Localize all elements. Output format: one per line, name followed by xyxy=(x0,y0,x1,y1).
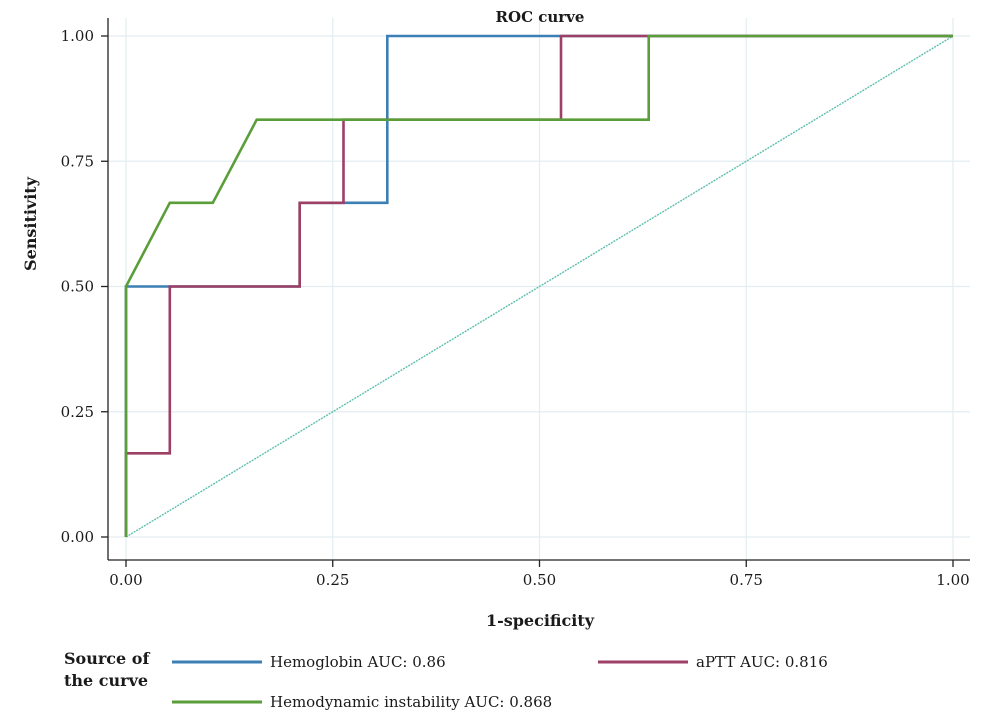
x-tick-label-1: 0.25 xyxy=(316,571,349,589)
legend-heading-line1: Source of xyxy=(64,649,150,668)
legend: Source of the curve Hemoglobin AUC: 0.86… xyxy=(64,649,828,711)
y-tick-label-1: 0.25 xyxy=(61,403,94,421)
y-tick-label-2: 0.50 xyxy=(61,278,94,296)
y-tick-label-4: 1.00 xyxy=(61,27,94,45)
series-line-2 xyxy=(124,34,953,537)
legend-label-2: Hemodynamic instability AUC: 0.868 xyxy=(270,693,552,711)
x-tick-label-2: 0.50 xyxy=(523,571,556,589)
y-tick-label-3: 0.75 xyxy=(61,152,94,170)
y-axis-title: Sensitivity xyxy=(21,176,40,271)
legend-label-0: Hemoglobin AUC: 0.86 xyxy=(270,653,446,671)
x-tick-label-4: 1.00 xyxy=(936,571,969,589)
x-axis-title: 1-specificity xyxy=(486,611,595,630)
axes xyxy=(101,18,970,567)
tick-labels: 0.00 0.25 0.50 0.75 1.00 0.00 0.25 0.50 0.75 1.00 xyxy=(61,27,970,589)
x-tick-label-0: 0.00 xyxy=(109,571,142,589)
y-tick-label-0: 0.00 xyxy=(61,528,94,546)
x-tick-label-3: 0.75 xyxy=(730,571,763,589)
series-line-1 xyxy=(124,34,953,537)
chart-title: ROC curve xyxy=(496,8,585,26)
legend-heading-line2: the curve xyxy=(64,671,148,690)
reference-line xyxy=(125,35,954,538)
legend-label-1: aPTT AUC: 0.816 xyxy=(696,653,828,671)
grid-lines xyxy=(108,18,970,560)
series-lines xyxy=(124,34,954,538)
